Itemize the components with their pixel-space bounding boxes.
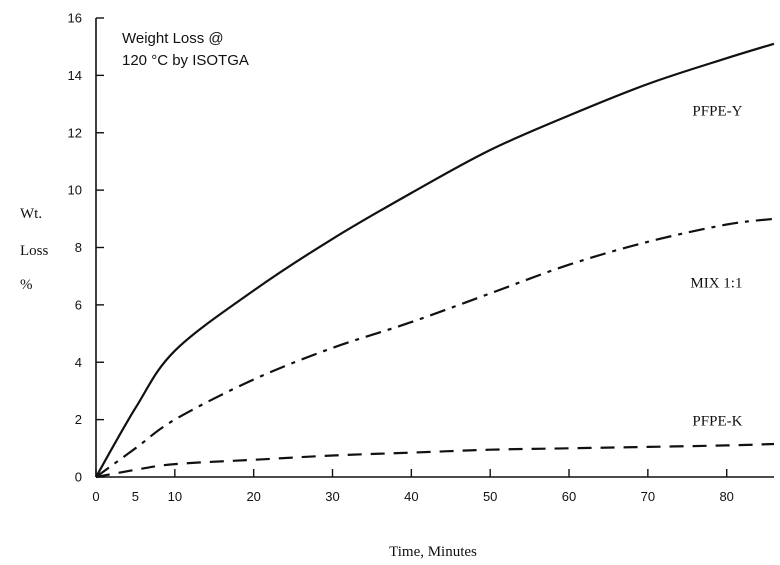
- labels: PFPE-Y MIX 1:1 PFPE-K Weight Loss @ 120 °C b…: [20, 30, 743, 560]
- x-tick-label: 5: [132, 489, 139, 504]
- y-tick-label: 0: [75, 470, 82, 485]
- y-axis-label: Loss: [20, 243, 49, 259]
- series-layer: [95, 42, 775, 479]
- x-tick-label: 40: [404, 489, 418, 504]
- series-line-pfpe-y: [95, 42, 775, 478]
- chart-annotation: Weight Loss @: [122, 30, 224, 47]
- y-tick-label: 8: [75, 240, 82, 255]
- y-tick-label: 12: [68, 125, 82, 140]
- series-label-pfpe-k: PFPE-K: [692, 413, 742, 429]
- y-tick-label: 4: [75, 355, 82, 370]
- y-tick-label: 14: [68, 68, 82, 83]
- x-tick-label: 80: [719, 489, 733, 504]
- ticks: 0 2 4 6 8 10 12 14 16 0 5 10 20 30 40 50 60 70 80: [68, 11, 734, 505]
- series-line-pfpe-k: [95, 442, 775, 479]
- y-tick-label: 10: [68, 183, 82, 198]
- y-tick-label: 16: [68, 11, 82, 26]
- chart-annotation: 120 °C by ISOTGA: [122, 52, 249, 69]
- series-label-mix-1-1: MIX 1:1: [690, 276, 742, 292]
- x-tick-label: 50: [483, 489, 497, 504]
- y-axis-label: %: [20, 277, 33, 293]
- x-axis-label: Time, Minutes: [389, 544, 477, 560]
- y-tick-label: 6: [75, 297, 82, 312]
- x-tick-label: 30: [325, 489, 339, 504]
- x-tick-label: 0: [92, 489, 99, 504]
- y-tick-label: 2: [75, 412, 82, 427]
- x-tick-label: 60: [562, 489, 576, 504]
- x-tick-label: 70: [641, 489, 655, 504]
- series-line-mix-1-1: [95, 217, 775, 478]
- y-axis-label: Wt.: [20, 206, 42, 222]
- x-tick-label: 10: [168, 489, 182, 504]
- series-label-pfpe-y: PFPE-Y: [692, 104, 742, 120]
- axes: [95, 18, 774, 478]
- x-tick-label: 20: [246, 489, 260, 504]
